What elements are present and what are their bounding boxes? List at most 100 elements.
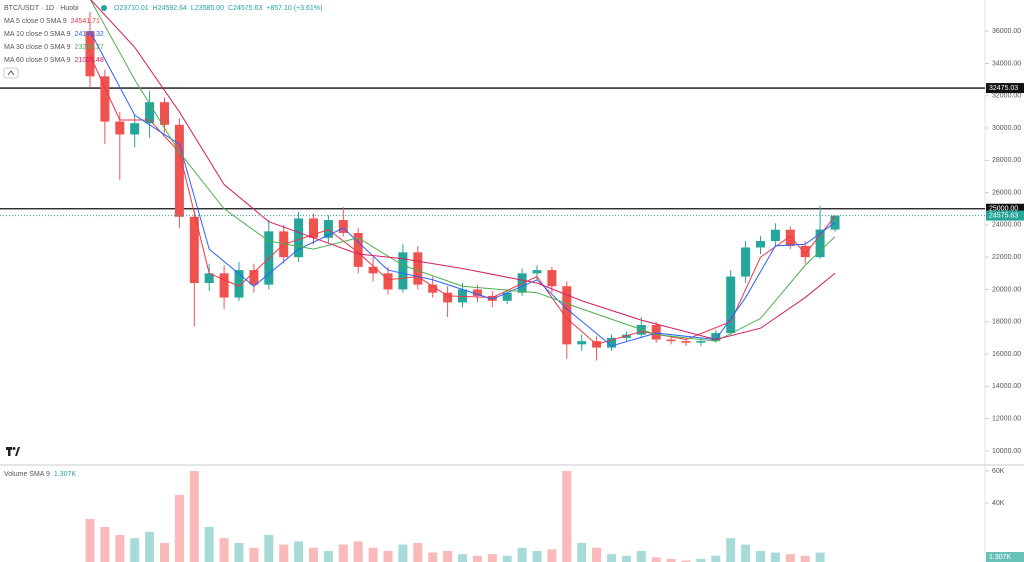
volume-bar [636, 550, 646, 562]
candle-body [696, 341, 706, 343]
price-axis: 10000.00 12000.00 14000.00 16000.00 18000.00… [985, 28, 1024, 562]
candle-body [726, 276, 736, 334]
volume-bar [279, 544, 289, 562]
candle-body [756, 241, 765, 248]
volume-bar [607, 554, 616, 562]
candle-body [398, 252, 408, 290]
volume-bar [592, 547, 602, 562]
candle-body [577, 341, 587, 345]
volume-bar [502, 555, 512, 562]
candle-body [145, 102, 155, 124]
volume-bar [711, 555, 721, 562]
volume-bar [368, 547, 378, 562]
volume-bar [249, 547, 259, 562]
candle-body [353, 232, 363, 267]
volume-bar [353, 541, 363, 562]
candle-body [607, 337, 616, 348]
candle-body [711, 333, 721, 342]
candle-body [294, 218, 304, 258]
candle-body [741, 247, 751, 277]
y-tick-label: 26000.00 [992, 189, 1021, 196]
volume-bar [130, 538, 140, 562]
candle-body [621, 334, 631, 338]
volume-bar [651, 557, 661, 562]
moving-average-line [90, 0, 836, 341]
volume-last-label: 1.307K [989, 554, 1012, 561]
volume-bar [100, 526, 110, 562]
volume-pane [85, 470, 825, 562]
volume-bar [145, 531, 155, 562]
ma-last-value: 21003.48 [75, 57, 104, 64]
y-tick-label: 28000.00 [992, 157, 1021, 164]
y-tick-label: 22000.00 [992, 254, 1021, 261]
ma-last-value: 24541.71 [71, 18, 100, 25]
volume-bar [547, 549, 557, 562]
ohlc-label: +857.10 (+3.61%) [266, 5, 322, 12]
ohlc-label: O23710.01 [114, 5, 149, 12]
volume-bar [234, 542, 244, 562]
ma-last-value: 23268.27 [75, 44, 104, 51]
volume-bar [800, 555, 810, 562]
volume-bar [443, 550, 453, 562]
collapse-button[interactable] [3, 67, 19, 79]
volume-bar [219, 538, 229, 562]
symbol: BTC/USDT · 1D · Huobi [4, 5, 79, 12]
volume-bar [696, 558, 706, 562]
volume-bar [741, 544, 751, 562]
volume-bar [85, 518, 95, 562]
moving-average-line [90, 0, 836, 342]
status-dot [101, 5, 107, 11]
volume-bar [770, 552, 780, 562]
volume-tick-label: 40K [992, 500, 1005, 507]
volume-bar [621, 555, 631, 562]
price-pane [0, 0, 985, 361]
candle-body [413, 252, 423, 285]
volume-bar [115, 534, 125, 562]
candle-body [204, 273, 214, 284]
candle-body [383, 273, 393, 290]
price-label-box [986, 203, 1024, 214]
candle-body [309, 218, 318, 238]
volume-bar [756, 550, 765, 562]
last-price-label: 24575.63 [989, 212, 1018, 219]
candle-body [115, 121, 125, 135]
ohlc-label: L23585.00 [191, 5, 224, 12]
candle-body [443, 292, 453, 303]
candle-body [428, 284, 438, 293]
candle-body [323, 220, 333, 238]
candle-body [815, 229, 825, 258]
price-label: 32475.03 [989, 85, 1018, 92]
volume-bar [264, 534, 274, 562]
volume-bar [577, 542, 587, 562]
volume-bar [487, 554, 497, 562]
last-price-box [986, 210, 1024, 221]
ma-name: MA 10 close 0 SMA 9 [4, 31, 71, 38]
y-tick-label: 32000.00 [992, 93, 1021, 100]
volume-bar [189, 470, 199, 562]
volume-bar [174, 494, 184, 562]
collapse-icon [7, 70, 15, 76]
moving-average-line [89, 55, 836, 345]
volume-bar [532, 550, 542, 562]
candle-body [502, 292, 512, 301]
candle-body [666, 339, 676, 342]
ma-name: MA 60 close 0 SMA 9 [4, 57, 71, 64]
candle-body [785, 229, 795, 246]
candle-body [800, 245, 810, 258]
price-label: 25000.00 [989, 206, 1018, 213]
candle-body [651, 324, 661, 340]
volume-bar [204, 526, 214, 562]
candle-body [547, 270, 557, 287]
volume-bar [383, 550, 393, 562]
candle-body [458, 289, 467, 303]
candle-body [100, 76, 110, 122]
candle-body [770, 229, 780, 242]
volume-bar [323, 550, 333, 562]
volume-bar [517, 547, 527, 562]
candle-body [562, 286, 572, 345]
volume-bar [398, 544, 408, 562]
volume-bar [413, 542, 423, 562]
ma-name: MA 30 close 0 SMA 9 [4, 44, 71, 51]
y-tick-label: 34000.00 [992, 60, 1021, 67]
